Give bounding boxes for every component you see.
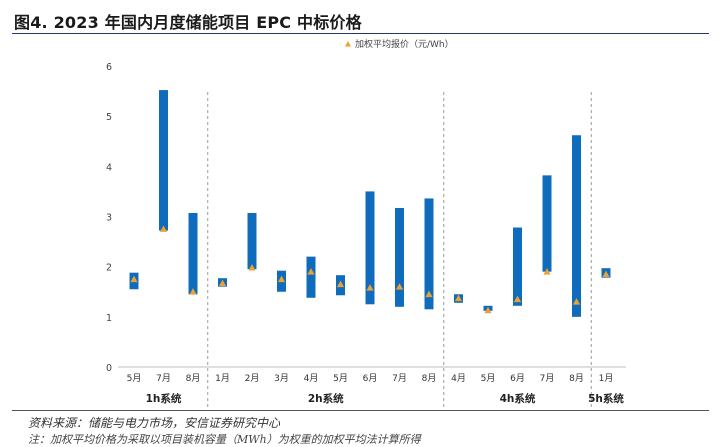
y-tick-label: 0 xyxy=(106,363,112,374)
weighted-avg-marker xyxy=(336,280,345,288)
price-range-bar xyxy=(188,212,198,295)
x-tick-label: 8月 xyxy=(186,373,201,384)
x-tick-label: 1月 xyxy=(599,373,614,384)
x-tick-label: 3月 xyxy=(274,373,289,384)
group-label: 4h系统 xyxy=(500,392,536,405)
x-tick-label: 4月 xyxy=(304,373,319,384)
weighted-avg-marker xyxy=(366,284,374,291)
markers-layer xyxy=(130,225,610,314)
legend-marker xyxy=(345,41,351,47)
x-tick-label: 8月 xyxy=(422,373,437,384)
y-tick-label: 5 xyxy=(106,112,112,123)
price-range-bar xyxy=(365,191,375,305)
price-range-bar xyxy=(247,212,257,270)
weighted-avg-marker xyxy=(454,294,463,302)
price-range-bar xyxy=(513,227,522,306)
x-tick-label: 7月 xyxy=(540,373,555,384)
x-tick-label: 5月 xyxy=(333,373,348,384)
y-tick-label: 1 xyxy=(106,313,112,324)
x-tick-label: 5月 xyxy=(127,373,142,384)
x-tick-label: 7月 xyxy=(392,373,407,384)
group-label: 2h系统 xyxy=(308,392,344,405)
weighted-avg-marker xyxy=(543,268,551,275)
bottom-rule xyxy=(12,410,709,411)
bars-layer xyxy=(129,90,611,317)
weighted-avg-marker xyxy=(572,298,581,305)
weighted-avg-marker xyxy=(602,270,610,278)
price-range-bar xyxy=(542,175,552,272)
weighted-avg-marker xyxy=(159,225,168,232)
y-tick-label: 3 xyxy=(106,213,112,224)
weighted-avg-marker xyxy=(248,264,256,271)
weighted-avg-marker xyxy=(218,279,227,287)
price-range-bar xyxy=(395,207,404,307)
x-tick-label: 4月 xyxy=(451,373,466,384)
price-range-bar xyxy=(424,198,434,310)
footnote: 注：加权平均价格为采取以项目装机容量（MWh）为权重的加权平均法计算所得 xyxy=(28,433,421,446)
legend: 加权平均报价（元/Wh） xyxy=(345,38,454,50)
x-tick-label: 1月 xyxy=(215,373,230,384)
group-label: 1h系统 xyxy=(146,392,182,405)
weighted-avg-marker xyxy=(425,290,433,298)
weighted-avg-marker xyxy=(307,268,315,275)
weighted-avg-marker xyxy=(277,275,286,283)
x-tick-label: 6月 xyxy=(363,373,378,384)
title-rule xyxy=(12,33,709,34)
weighted-avg-marker xyxy=(189,288,197,295)
y-tick-label: 2 xyxy=(106,263,112,274)
labels-layer: 0 1 2 3 4 5 6 1h系统 2h系统 4h系统 5h系统 5月 7月 8月 1月 2月 3月 4月 5月 6… xyxy=(106,62,624,405)
group-label: 5h系统 xyxy=(588,392,624,405)
weighted-avg-marker xyxy=(130,275,138,283)
weighted-avg-marker xyxy=(513,295,522,303)
weighted-avg-marker xyxy=(484,306,492,314)
x-tick-label: 8月 xyxy=(569,373,584,384)
axes-layer xyxy=(118,92,626,408)
weighted-avg-marker xyxy=(395,283,404,290)
source-note: 资料来源：储能与电力市场，安信证券研究中心 xyxy=(28,416,281,430)
price-range-bar xyxy=(159,90,168,231)
x-tick-label: 6月 xyxy=(510,373,525,384)
x-tick-label: 7月 xyxy=(156,373,171,384)
legend-label: 加权平均报价（元/Wh） xyxy=(355,38,454,50)
price-range-bar xyxy=(572,135,581,317)
x-tick-label: 5月 xyxy=(481,373,496,384)
x-tick-label: 2月 xyxy=(245,373,260,384)
price-range-bar xyxy=(306,256,316,298)
y-tick-label: 4 xyxy=(106,162,112,173)
figure-title: 图4. 2023 年国内月度储能项目 EPC 中标价格 xyxy=(14,13,362,32)
y-tick-label: 6 xyxy=(106,62,112,73)
